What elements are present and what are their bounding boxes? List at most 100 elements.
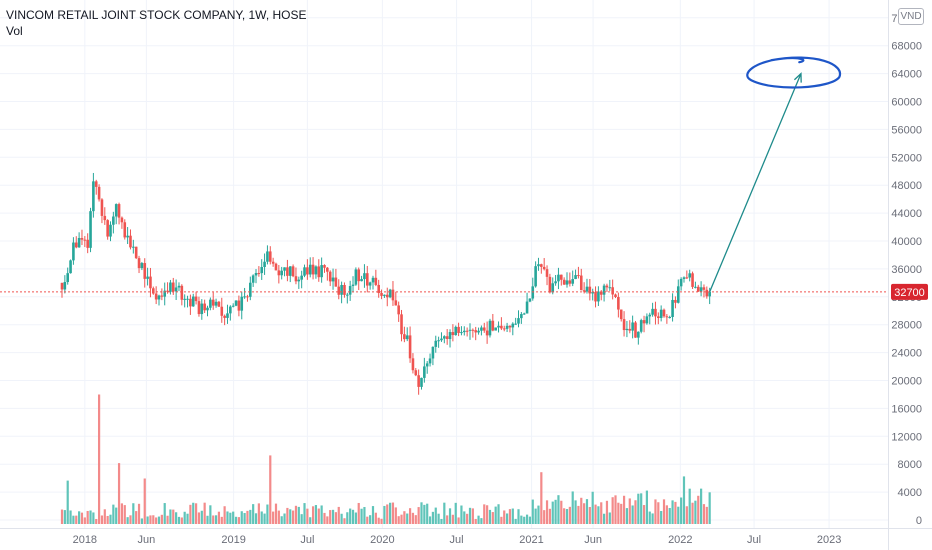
volume-bar (414, 515, 417, 524)
time-axis-tick-label: 2019 (221, 534, 245, 546)
candle-body (123, 222, 127, 238)
volume-bar (346, 512, 349, 524)
volume-bar (625, 508, 629, 524)
volume-bar (551, 501, 554, 524)
volume-bar (252, 504, 255, 524)
volume-bar (297, 506, 300, 524)
candle-body (562, 279, 566, 285)
volume-bar (369, 515, 372, 524)
candle-body (440, 338, 443, 341)
candle-body (114, 204, 118, 217)
time-axis-tick-label: Jul (300, 534, 314, 546)
candle-body (277, 270, 281, 276)
volume-bar (525, 514, 529, 524)
volume-bar (75, 515, 78, 524)
candle-body (149, 276, 152, 289)
volume-bar (80, 512, 84, 524)
candle-body (268, 251, 272, 262)
candle-body (460, 332, 463, 334)
volume-bar (180, 517, 183, 524)
candle-body (414, 370, 418, 376)
volume-bar (548, 508, 551, 524)
candle-body (705, 289, 709, 297)
candle-body (642, 320, 646, 324)
volume-bar (177, 516, 181, 524)
volume-bar (152, 515, 155, 524)
candle-body (331, 277, 335, 282)
volume-bar (563, 508, 566, 524)
candle-body (434, 340, 438, 347)
candle-body (194, 296, 198, 302)
candle-body (346, 294, 349, 296)
candle-body (351, 284, 355, 287)
candle-body (297, 279, 301, 282)
volume-bar (311, 506, 315, 524)
candle-body (391, 289, 395, 301)
candle-body (679, 278, 683, 287)
candle-body (417, 375, 420, 387)
volume-bar (323, 512, 326, 524)
volume-bar (389, 502, 392, 524)
volume-bar (269, 455, 272, 524)
candle-body (423, 366, 426, 378)
candle-body (157, 295, 161, 300)
candle-body (326, 267, 329, 272)
volume-bar (400, 514, 403, 524)
volume-bar (386, 504, 389, 524)
volume-bar (468, 507, 472, 524)
volume-bar (397, 516, 400, 524)
volume-bar (194, 503, 198, 524)
candle-body (528, 298, 532, 302)
volume-bar (431, 511, 435, 524)
candle-body (191, 296, 195, 307)
volume-bar (360, 508, 363, 524)
currency-badge[interactable]: VND (898, 8, 924, 25)
volume-bar (528, 516, 532, 524)
volume-bar (503, 510, 506, 524)
candle-body (388, 289, 392, 298)
symbol-title[interactable]: VINCOM RETAIL JOINT STOCK COMPANY, 1W, H… (6, 8, 307, 22)
volume-bar (294, 505, 298, 524)
candle-body (337, 286, 341, 295)
volume-bar (517, 509, 520, 524)
volume-bar (260, 511, 263, 524)
candle-body (397, 305, 400, 315)
candle-body (63, 282, 67, 290)
candle-body (94, 181, 98, 187)
time-axis[interactable]: 2018 Jun 2019 Jul 2020 Jul 2021 Jun 2022 Jul 2023 (0, 528, 932, 547)
volume-bar (446, 515, 449, 524)
volume-bar (140, 518, 143, 524)
candle-body (560, 274, 563, 280)
volume-bar (640, 493, 643, 524)
last-price-tag-label: 32700 (894, 287, 925, 299)
volume-bar (631, 505, 634, 524)
volume-bar (172, 509, 175, 524)
candle-body (696, 286, 700, 292)
candle-body (668, 316, 672, 318)
volume-bar (571, 491, 574, 524)
candle-body (579, 275, 583, 291)
candle-body (380, 293, 383, 296)
volume-bar (317, 508, 320, 524)
candle-body (86, 239, 89, 248)
candle-body (288, 266, 292, 276)
volume-bars (60, 394, 711, 524)
volume-bar (534, 508, 537, 524)
price-axis[interactable]: 0400080001200016000200002400028000320003… (888, 0, 923, 550)
candle-body (465, 330, 469, 332)
candle-body (645, 316, 649, 324)
candle-body (66, 273, 70, 283)
candle-body (619, 309, 623, 320)
candle-body (385, 294, 389, 298)
candle-body (72, 242, 75, 261)
candle-body (234, 300, 238, 306)
candle-body (659, 309, 663, 318)
candle-body (363, 273, 366, 280)
candle-body (226, 313, 229, 318)
volume-bar (214, 515, 218, 524)
candle-body (117, 204, 121, 218)
volume-bar (97, 394, 101, 524)
volume-bar (500, 516, 503, 524)
volume-bar (637, 493, 640, 524)
